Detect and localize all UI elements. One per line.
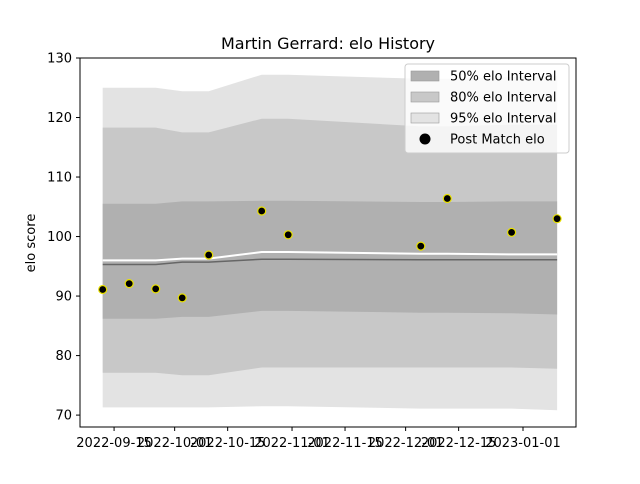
chart-title: Martin Gerrard: elo History <box>221 34 435 53</box>
x-tick-label: 2022-10-15 <box>190 436 266 451</box>
legend-swatch <box>410 70 440 82</box>
y-tick-label: 120 <box>47 111 72 126</box>
data-point <box>442 193 452 204</box>
legend-label: 95% elo Interval <box>450 112 557 127</box>
data-point <box>507 227 517 237</box>
x-tick-label: 2022-12-01 <box>368 436 444 451</box>
x-tick-label: 2022-11-15 <box>307 436 383 451</box>
y-axis-label: elo score <box>24 214 39 273</box>
x-tick-label: 2022-10-01 <box>137 436 213 451</box>
legend: 50% elo Interval 80% elo Interval 95% elo … <box>404 63 570 154</box>
y-tick-label: 70 <box>55 409 72 424</box>
data-point <box>98 284 108 295</box>
y-tick-label: 130 <box>47 52 72 67</box>
legend-label: 80% elo Interval <box>450 91 557 106</box>
x-tick-label: 2023-01-01 <box>485 436 561 451</box>
legend-marker <box>419 133 431 145</box>
legend-label: 50% elo Interval <box>450 70 557 85</box>
legend-swatch <box>410 112 440 124</box>
x-tick-label: 2022-11-01 <box>254 436 330 451</box>
data-point <box>283 230 293 240</box>
median-line <box>102 258 558 266</box>
data-point <box>151 284 161 294</box>
data-point <box>552 214 562 224</box>
y-tick-label: 90 <box>55 290 72 305</box>
legend-swatch <box>410 91 440 103</box>
data-point <box>416 241 426 251</box>
y-tick-label: 110 <box>47 171 72 186</box>
data-point <box>124 279 134 289</box>
legend-label: Post Match elo <box>450 133 545 148</box>
y-tick-label: 100 <box>47 230 72 245</box>
data-point <box>204 250 214 260</box>
axes-frame <box>79 57 577 428</box>
y-tick-label: 80 <box>55 349 72 364</box>
x-tick-label: 2022-12-15 <box>421 436 497 451</box>
legend-box <box>404 63 570 154</box>
plot-area: 7080901001101201302022-09-152022-10-0120… <box>47 52 577 451</box>
x-tick-label: 2022-09-15 <box>76 436 152 451</box>
data-point <box>177 293 187 303</box>
mean-line <box>102 251 558 262</box>
data-point <box>257 206 267 216</box>
